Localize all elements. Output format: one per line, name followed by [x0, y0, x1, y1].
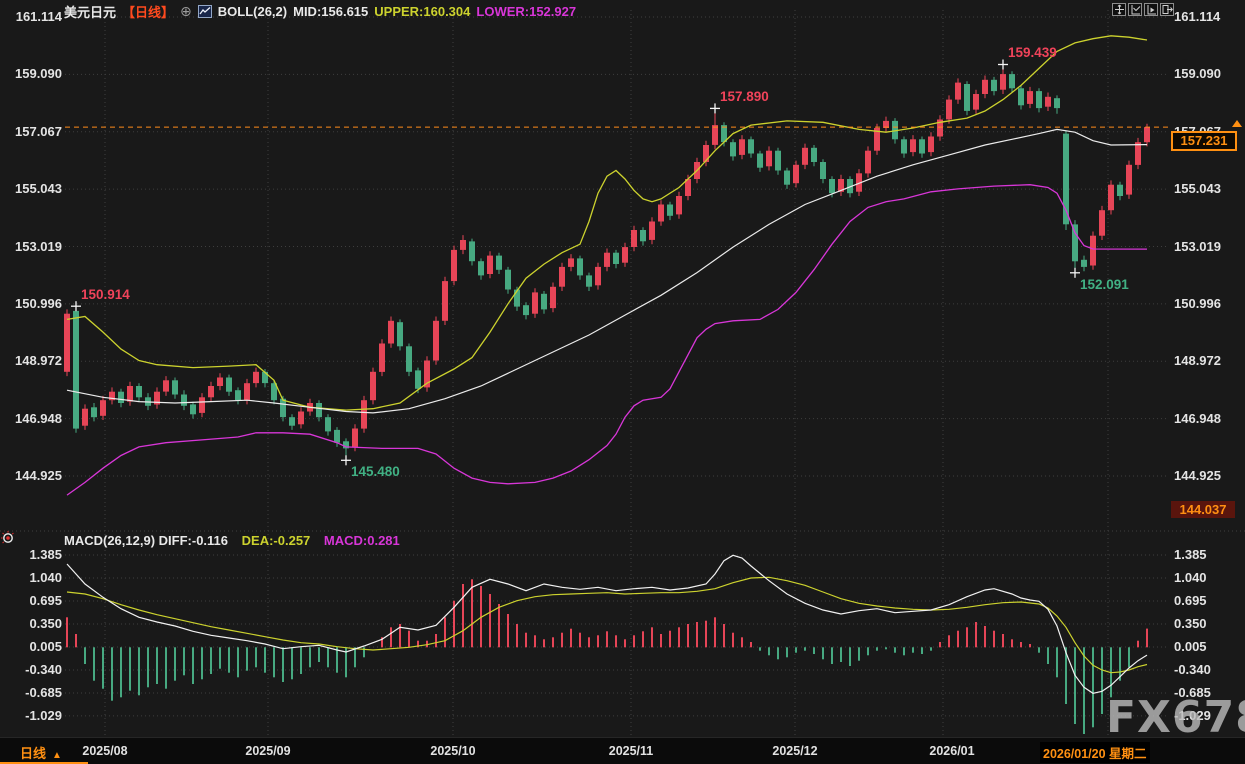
boll-label: BOLL(26,2) [217, 4, 288, 19]
x-axis-label: 2025/08 [82, 744, 128, 758]
axis-label-left: -1.029 [25, 707, 62, 723]
macd-diff-value: DIFF:-0.116 [158, 533, 229, 548]
axis-label-right: 1.385 [1174, 546, 1207, 562]
last-price-badge: 157.231 [1171, 131, 1237, 151]
axis-label-right: 159.090 [1174, 66, 1221, 82]
exit-icon[interactable] [1160, 3, 1174, 16]
axis-label-left: -0.685 [25, 684, 62, 700]
symbol-title: 美元日元 [64, 5, 117, 20]
axis-label-right: 155.043 [1174, 181, 1221, 197]
axis-label-right: -0.340 [1174, 661, 1211, 677]
x-axis-label: 2025/11 [608, 744, 654, 758]
extreme-cross-marker [998, 59, 1008, 70]
axis-zoom-icon[interactable] [1128, 3, 1142, 16]
price-annotation: 150.914 [81, 287, 130, 303]
period-button[interactable]: 日线 ▲ [20, 746, 62, 761]
axis-pan-icon[interactable] [1144, 3, 1158, 16]
candles-layer [64, 64, 1150, 461]
up-triangle-icon: ▲ [52, 750, 62, 761]
axis-label-left: 144.925 [15, 468, 62, 483]
axis-label-right: 0.695 [1174, 592, 1207, 608]
period-underline [0, 762, 88, 764]
macd-dea-value: DEA:-0.257 [241, 533, 311, 548]
price-annotation: 152.091 [1080, 276, 1129, 292]
axis-label-right: 150.996 [1174, 295, 1221, 311]
extreme-cross-marker [341, 455, 351, 466]
axis-label-left: 157.067 [15, 123, 62, 139]
axis-label-left: -0.340 [25, 661, 62, 677]
axis-label-left: 150.996 [15, 295, 62, 311]
axis-label-right: 1.040 [1174, 569, 1207, 585]
axis-label-left: 159.090 [15, 66, 62, 82]
axis-label-right: -1.029 [1174, 707, 1211, 723]
x-axis-bar: 日线 ▲ 2025/08 2025/09 2025/10 2025/11 2025/12 2… [0, 737, 1245, 764]
macd-name: MACD(26,12,9) [64, 533, 156, 548]
move-icon[interactable] [1112, 3, 1126, 16]
extreme-cross-marker [71, 301, 81, 312]
candlestick-chart-icon[interactable] [197, 5, 212, 18]
watermark: FX678 [1106, 692, 1245, 743]
price-annotation: 157.890 [720, 89, 769, 105]
x-axis-label: 2025/10 [430, 744, 476, 758]
lower-level-badge: 144.037 [1171, 501, 1235, 518]
macd-macd-value: MACD:0.281 [323, 533, 400, 548]
x-axis-label: 2025/09 [245, 744, 291, 758]
macd-header: MACD(26,12,9) DIFF:-0.116 DEA:-0.257 MAC… [64, 533, 400, 548]
boll-upper-value: UPPER:160.304 [374, 4, 471, 19]
boll-lower-value: LOWER:152.927 [476, 4, 577, 19]
axis-label-right: -0.685 [1174, 684, 1211, 700]
extreme-cross-marker [710, 103, 720, 114]
axis-label-right: 148.972 [1174, 353, 1221, 369]
axis-label-right: 0.350 [1174, 615, 1207, 631]
macd-lines-layer [66, 554, 1148, 694]
price-annotation: 145.480 [351, 464, 400, 480]
x-axis-label: 2026/01 [929, 744, 975, 758]
axis-label-left: 1.040 [29, 569, 62, 585]
axis-label-left: 1.385 [29, 546, 62, 562]
extreme-cross-marker [1070, 267, 1080, 278]
axis-label-right: 153.019 [1174, 238, 1221, 254]
axis-label-left: 153.019 [15, 238, 62, 254]
axis-label-left: 0.695 [29, 592, 62, 608]
crosshair-date-badge: 2026/01/20 星期二 [1040, 742, 1150, 763]
chart-header: 美元日元 【日线】 ⊕ BOLL(26,2) MID:156.615 UPPER… [64, 2, 576, 21]
axis-label-right: 161.114 [1174, 9, 1221, 24]
record-icon [0, 530, 16, 546]
macd-histogram [66, 579, 1148, 734]
axis-label-left: 146.948 [15, 410, 62, 426]
axis-label-right: 144.925 [1174, 468, 1221, 483]
up-arrow-icon [1232, 120, 1242, 127]
axis-label-right: 146.948 [1174, 410, 1221, 426]
circle-plus-icon[interactable]: ⊕ [180, 3, 192, 19]
axis-label-left: 0.005 [29, 638, 62, 654]
price-annotation: 159.439 [1008, 45, 1057, 61]
axis-label-left: 148.972 [15, 353, 62, 369]
axis-label-left: 0.350 [29, 615, 62, 631]
axis-label-right: 0.005 [1174, 638, 1207, 654]
axis-label-left: 155.043 [15, 181, 62, 197]
boll-mid-value: MID:156.615 [293, 4, 369, 19]
boll-bands-layer [66, 35, 1148, 496]
axis-label-left: 161.114 [15, 9, 62, 24]
period-tag: 【日线】 [122, 5, 175, 20]
x-axis-label: 2025/12 [772, 744, 818, 758]
chart-toolbar [1112, 3, 1174, 16]
